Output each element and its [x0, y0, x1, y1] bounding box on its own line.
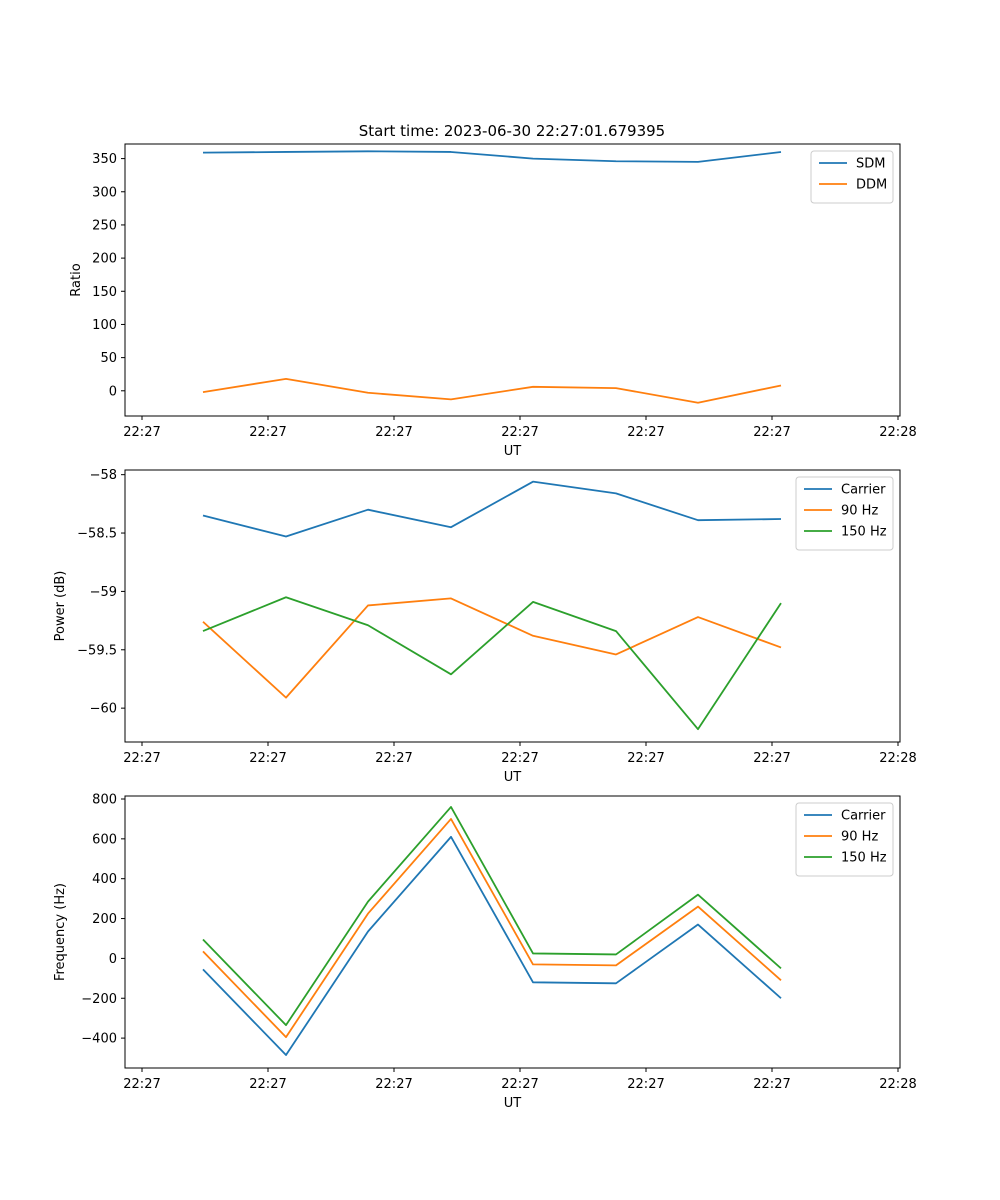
y-tick-label: 300: [92, 185, 117, 200]
y-tick-label: −200: [81, 992, 117, 1007]
x-tick-label: 22:27: [501, 425, 538, 440]
x-axis-label: UT: [504, 1096, 522, 1111]
x-tick-label: 22:27: [123, 1077, 160, 1092]
series-line-150-hz: [202, 806, 782, 1027]
subplot-3: −400 −200 0 200 400 600 800 22:27 22:27 22:27 22:2…: [53, 792, 917, 1111]
x-tick-label: 22:27: [753, 751, 790, 766]
x-tick-label: 22:27: [123, 751, 160, 766]
legend: Carrier 90 Hz 150 Hz: [795, 802, 894, 877]
y-tick-label: −60: [90, 702, 117, 717]
y-tick-label: 200: [92, 912, 117, 927]
x-tick-label: 22:27: [123, 425, 160, 440]
y-tick-label: 150: [92, 285, 117, 300]
y-tick-label: 50: [100, 351, 117, 366]
y-axis-label: Frequency (Hz): [53, 883, 68, 981]
x-tick-label: 22:27: [627, 425, 664, 440]
series-line-ddm: [202, 377, 782, 404]
y-tick-label: 0: [109, 384, 117, 399]
x-tick-label: 22:27: [501, 1077, 538, 1092]
x-tick-label: 22:28: [879, 1077, 916, 1092]
legend-label: SDM: [856, 157, 885, 172]
legend-label: 90 Hz: [841, 830, 878, 845]
subplot-2: −60 −59.5 −59 −58.5 −58 22:27 22:27 22:27 22:27 2…: [53, 468, 917, 785]
legend-label: 150 Hz: [841, 525, 887, 540]
x-tick-label: 22:27: [753, 425, 790, 440]
subplot-1: 0 50 100 150 200 250 300 350 22:27 22:27 22:27 22:2…: [69, 143, 917, 459]
x-tick-label: 22:27: [375, 425, 412, 440]
y-axis-label: Power (dB): [53, 571, 68, 642]
y-tick-label: −58.5: [77, 527, 117, 542]
legend: Carrier 90 Hz 150 Hz: [795, 476, 894, 551]
y-tick-label: 100: [92, 318, 117, 333]
legend-label: 150 Hz: [841, 851, 887, 866]
axes-frame: [124, 795, 901, 1069]
figure-title: Start time: 2023-06-30 22:27:01.679395: [359, 122, 665, 140]
x-tick-label: 22:27: [375, 1077, 412, 1092]
x-axis-label: UT: [504, 444, 522, 459]
axes-frame: [124, 469, 901, 743]
x-tick-label: 22:27: [753, 1077, 790, 1092]
legend: SDM DDM: [810, 150, 894, 204]
x-tick-label: 22:27: [501, 751, 538, 766]
y-tick-label: 250: [92, 218, 117, 233]
x-tick-label: 22:27: [627, 1077, 664, 1092]
x-tick-label: 22:27: [627, 751, 664, 766]
x-tick-label: 22:27: [249, 751, 286, 766]
series-line-carrier: [202, 480, 782, 538]
x-tick-label: 22:27: [249, 425, 286, 440]
x-axis-label: UT: [504, 770, 522, 785]
y-tick-label: 0: [109, 952, 117, 967]
legend-label: Carrier: [841, 809, 886, 824]
y-tick-label: −58: [90, 468, 117, 483]
series-line-150-hz: [202, 596, 782, 731]
x-tick-label: 22:27: [249, 1077, 286, 1092]
x-tick-label: 22:27: [375, 751, 412, 766]
y-tick-label: 600: [92, 832, 117, 847]
series-line-carrier: [202, 835, 782, 1056]
x-tick-label: 22:28: [879, 425, 916, 440]
axes-frame: [124, 143, 901, 417]
series-line-sdm: [202, 150, 782, 163]
series-line-90-hz: [202, 818, 782, 1039]
y-tick-label: −59.5: [77, 643, 117, 658]
y-tick-label: 200: [92, 252, 117, 267]
series-line-90-hz: [202, 597, 782, 699]
x-tick-label: 22:28: [879, 751, 916, 766]
legend-label: Carrier: [841, 483, 886, 498]
y-tick-label: −59: [90, 585, 117, 600]
y-tick-label: −400: [81, 1032, 117, 1047]
legend-box: [810, 150, 894, 204]
legend-label: DDM: [856, 178, 887, 193]
y-tick-label: 350: [92, 152, 117, 167]
y-tick-label: 800: [92, 792, 117, 807]
legend-label: 90 Hz: [841, 504, 878, 519]
y-axis-label: Ratio: [69, 263, 84, 296]
y-tick-label: 400: [92, 872, 117, 887]
